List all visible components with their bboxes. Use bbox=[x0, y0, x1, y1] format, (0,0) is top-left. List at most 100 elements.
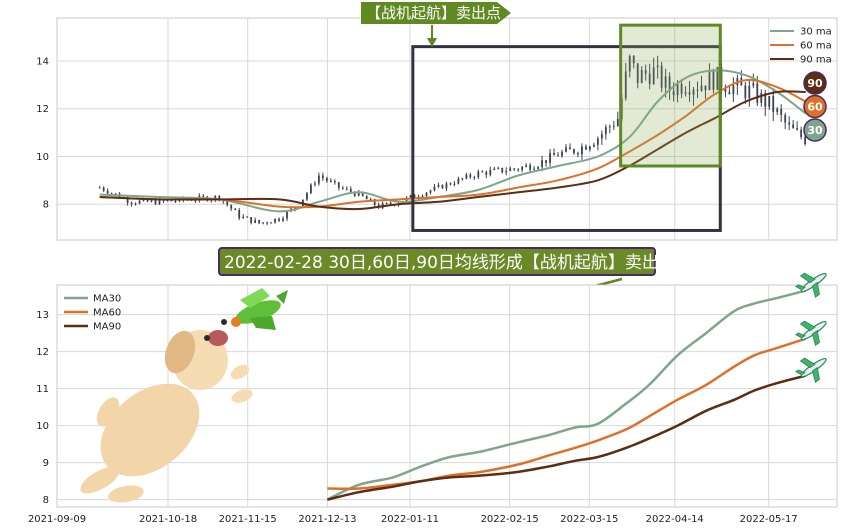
candle-body bbox=[513, 168, 516, 170]
candle-body bbox=[565, 147, 567, 152]
candle-body bbox=[608, 126, 611, 128]
candle-body bbox=[254, 219, 257, 223]
candle-body bbox=[357, 191, 360, 196]
bottom-y-tick-label: 12 bbox=[36, 347, 49, 358]
candle-body bbox=[437, 184, 440, 187]
top-y-tick-label: 8 bbox=[43, 200, 49, 211]
candle-body bbox=[310, 184, 312, 194]
bottom-legend-label: MA30 bbox=[93, 294, 121, 305]
candle-body bbox=[517, 169, 520, 171]
candle-body bbox=[660, 65, 663, 88]
bottom-x-tick-label: 2021-11-15 bbox=[219, 514, 277, 525]
candle-body bbox=[230, 204, 233, 209]
candle-body bbox=[166, 200, 169, 202]
candle-body bbox=[333, 181, 336, 183]
candle-body bbox=[102, 187, 105, 191]
candle-body bbox=[796, 128, 799, 130]
bottom-y-tick-label: 9 bbox=[43, 458, 49, 469]
candle-body bbox=[784, 115, 787, 123]
green-highlight-box bbox=[619, 23, 722, 168]
candle-body bbox=[732, 85, 735, 95]
mid-banner: 2022-02-28 30日,60日,90日均线形成【战机起航】卖出点 bbox=[218, 247, 676, 297]
candle-body bbox=[748, 85, 751, 99]
top-legend-label: 30 ma bbox=[800, 27, 832, 38]
ma-badge-60 bbox=[803, 94, 827, 119]
candle-body bbox=[429, 190, 432, 193]
candle-body bbox=[469, 174, 472, 178]
candle-body bbox=[700, 85, 703, 91]
candle-body bbox=[306, 193, 308, 200]
airplane-icon bbox=[794, 320, 827, 346]
candle-body bbox=[680, 83, 683, 94]
candle-body bbox=[632, 55, 635, 64]
candle-body bbox=[776, 108, 779, 112]
candle-body bbox=[712, 71, 715, 90]
candle-body bbox=[238, 210, 241, 219]
candle-body bbox=[676, 83, 679, 96]
candle-body bbox=[545, 160, 547, 163]
candle-body bbox=[174, 200, 177, 202]
top-y-tick-label: 14 bbox=[36, 56, 49, 67]
candle-body bbox=[389, 202, 392, 205]
candle-body bbox=[589, 146, 591, 150]
candle-body bbox=[728, 91, 731, 95]
airplane-icon bbox=[794, 357, 827, 383]
bottom-legend-label: MA90 bbox=[93, 322, 121, 333]
bottom-y-tick-label: 10 bbox=[36, 421, 49, 432]
candle-body bbox=[449, 183, 452, 185]
mid-banner-shape bbox=[218, 247, 656, 276]
candle-body bbox=[321, 175, 324, 179]
candle-body bbox=[473, 177, 476, 179]
candle-body bbox=[704, 85, 707, 91]
candle-body bbox=[246, 216, 249, 218]
airplane-decorations bbox=[794, 272, 827, 383]
candle-body bbox=[214, 195, 217, 200]
candle-body bbox=[345, 188, 348, 190]
candle-body bbox=[226, 201, 229, 205]
candle-body bbox=[553, 153, 555, 156]
candle-body bbox=[656, 65, 659, 68]
candle-body bbox=[581, 146, 583, 155]
candle-body bbox=[413, 195, 416, 198]
airplane-icon bbox=[794, 272, 827, 298]
candle-body bbox=[270, 222, 272, 224]
candle-body bbox=[329, 180, 332, 182]
candle-body bbox=[668, 76, 671, 92]
candle-body bbox=[772, 95, 775, 112]
candle-body bbox=[286, 211, 288, 219]
candle-body bbox=[314, 183, 316, 185]
candle-body bbox=[800, 129, 803, 137]
candle-body bbox=[708, 71, 711, 91]
candle-body bbox=[349, 188, 352, 193]
candle-body bbox=[282, 218, 284, 221]
candle-body bbox=[262, 222, 265, 224]
candle-body bbox=[445, 183, 448, 189]
candle-body bbox=[600, 134, 603, 139]
bottom-x-tick-label: 2021-10-18 bbox=[139, 514, 197, 525]
bottom-ma-line-MA90 bbox=[327, 374, 807, 501]
top-banner-shape bbox=[361, 2, 511, 24]
top-grid bbox=[57, 18, 837, 240]
top-ma-line-90-ma bbox=[99, 90, 806, 211]
top-panel: 8 10 12 14 30 ma 60 ma 90 ma 90 60 30 bbox=[36, 17, 838, 241]
candle-body bbox=[461, 178, 464, 180]
candle-body bbox=[549, 153, 551, 163]
candle-body bbox=[664, 76, 667, 88]
ma-badge-label: 60 bbox=[807, 101, 823, 114]
top-plot-area bbox=[56, 17, 838, 241]
candle-body bbox=[696, 89, 699, 91]
candle-body bbox=[130, 202, 133, 204]
candle-body bbox=[561, 151, 563, 157]
candle-body bbox=[505, 170, 508, 173]
candle-body bbox=[521, 166, 524, 170]
candle-body bbox=[278, 218, 280, 221]
top-y-tick-label: 10 bbox=[36, 152, 49, 163]
bottom-y-tick-label: 11 bbox=[36, 384, 49, 395]
candle-body bbox=[106, 190, 109, 194]
candle-body bbox=[218, 195, 221, 200]
candle-body bbox=[628, 55, 631, 72]
candle-body bbox=[158, 199, 161, 205]
bottom-x-tick-label: 2021-09-09 bbox=[28, 514, 86, 525]
candle-body bbox=[194, 200, 197, 202]
candle-body bbox=[457, 178, 460, 184]
